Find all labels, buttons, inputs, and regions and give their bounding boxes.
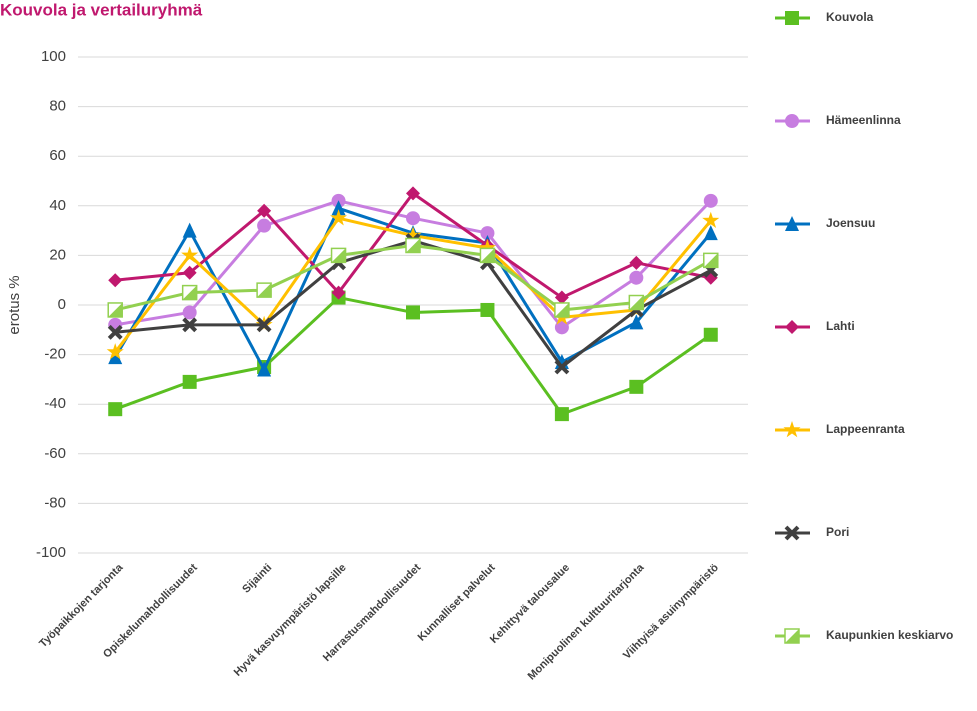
legend-swatch-marker [785,320,799,334]
marker-fill [629,295,644,310]
legend-swatch-marker [783,421,801,438]
y-tick-label: -60 [44,445,66,462]
marker [554,302,570,318]
marker [182,374,197,389]
marker [554,359,570,375]
legend-label: Hämeenlinna [826,113,901,127]
marker [107,302,123,318]
marker [478,239,496,256]
marker [108,402,123,417]
y-tick-label: 0 [58,296,66,313]
marker [406,186,420,201]
legend-swatch-marker [784,525,800,541]
marker [181,284,198,301]
legend-swatch-marker [785,114,799,128]
y-axis-label: erotus % [6,275,23,334]
marker [331,285,346,300]
y-tick-label: 20 [49,246,66,263]
marker-fill [554,302,569,317]
marker-fill [406,238,420,253]
marker [554,290,569,305]
y-tick-label: -40 [44,395,66,412]
x-tick-label: Kehittyvä talousalue [488,562,572,646]
x-tick-label: Sijainti [240,562,274,596]
marker [703,225,718,241]
marker [480,302,495,317]
marker [330,247,347,264]
marker [703,252,719,269]
marker [256,317,272,333]
marker-fill [257,283,272,298]
marker [108,273,123,288]
y-tick-label: 100 [41,48,66,65]
marker-fill [785,629,799,643]
marker [629,270,644,285]
x-tick-label: Kunnalliset palvelut [416,561,498,643]
marker [629,379,644,394]
marker [182,305,197,320]
marker [257,218,272,233]
legend-swatch-marker [785,11,799,25]
legend-label: Kaupunkien keskiarvo [826,628,953,642]
y-tick-label: -20 [44,346,66,363]
marker [703,193,718,208]
marker [404,226,422,243]
marker [628,294,645,311]
marker [108,349,123,365]
x-tick-label: Monipuolinen kulttuuritarjonta [526,561,647,682]
marker [107,324,123,340]
marker-fill [480,248,495,263]
marker [480,226,495,241]
marker [702,211,720,228]
legend-label: Joensuu [826,216,875,230]
marker [256,282,272,298]
y-tick-label: 40 [49,197,66,214]
marker [703,327,718,342]
marker [629,314,644,330]
y-tick-label: 80 [49,98,66,115]
marker-fill [108,302,123,317]
legend-swatch-marker [785,216,799,231]
legend-label: Lahti [826,319,855,333]
y-tick-label: 60 [49,147,66,164]
legend-swatch-marker [784,628,800,644]
marker [106,343,124,360]
marker-fill [331,248,346,263]
marker [182,265,197,280]
marker [405,237,421,254]
chart-title: Kouvola ja vertailuryhmä [0,0,203,19]
marker-fill [182,285,197,300]
marker [479,247,496,264]
marker [182,317,198,333]
marker [406,211,420,226]
marker-fill [703,253,718,268]
marker [257,203,272,218]
marker [554,407,569,422]
legend-label: Lappeenranta [826,422,905,436]
marker [406,305,420,320]
x-tick-label: Työpaikkojen tarjonta [37,561,126,650]
marker [181,246,199,263]
legend-label: Kouvola [826,10,874,24]
legend-label: Pori [826,525,849,539]
marker [330,209,348,226]
y-tick-label: -80 [44,494,66,511]
marker [257,361,272,377]
marker [629,255,644,270]
marker [331,200,346,216]
marker [182,222,197,238]
marker [554,320,569,335]
y-tick-label: -100 [36,544,66,561]
